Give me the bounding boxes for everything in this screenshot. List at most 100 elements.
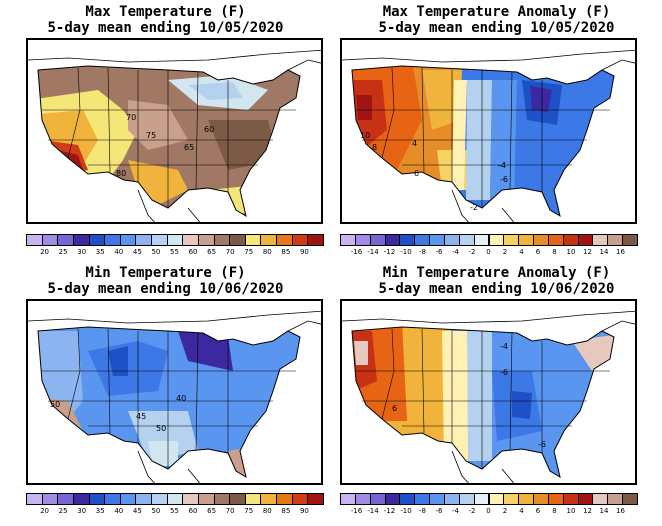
legend-tick-label: 45 <box>132 248 142 256</box>
legend-swatch <box>276 234 293 246</box>
legend-swatch <box>622 493 638 505</box>
legend-swatch <box>197 234 215 246</box>
us-map-svg: 10 8 4 6 -4 -6 -2 <box>342 49 635 222</box>
contour-label: 80 <box>116 169 126 178</box>
legend-swatch <box>503 234 520 246</box>
legend-swatch <box>72 493 90 505</box>
legend-tick-label: 75 <box>244 507 254 515</box>
legend-swatch <box>307 234 324 246</box>
legend-swatch <box>547 234 564 246</box>
legend-tick-label: -4 <box>452 507 459 515</box>
legend-tick-label: 85 <box>281 507 291 515</box>
panel-min-temp: Min Temperature (F) 5-day mean ending 10… <box>0 263 331 526</box>
legend-swatch <box>166 234 184 246</box>
legend-tick-label: -14 <box>367 248 379 256</box>
legend-swatch <box>88 234 106 246</box>
legend-tick-label: -2 <box>468 507 476 515</box>
legend-swatch <box>384 234 401 246</box>
legend-swatch <box>518 234 535 246</box>
us-map-svg: 70 75 60 65 80 <box>28 49 321 222</box>
legend-swatch <box>41 493 59 505</box>
legend-swatch <box>369 234 386 246</box>
legend-swatch <box>443 234 460 246</box>
legend-tick-label: 0 <box>486 507 491 515</box>
legend-swatch <box>182 493 199 505</box>
min-temp-map: 40 45 50 50 <box>26 299 323 485</box>
contour-label: 75 <box>146 131 156 140</box>
contour-label: 6 <box>392 404 397 413</box>
legend-swatch <box>622 234 638 246</box>
legend-tick-label: -6 <box>435 248 443 256</box>
legend-tick-label: 12 <box>583 507 592 515</box>
legend-tick-label: 90 <box>299 507 309 515</box>
legend-swatch <box>104 234 121 246</box>
contour-label: 10 <box>360 131 370 140</box>
legend-tick-label: 20 <box>40 248 50 256</box>
legend-tick-label: 4 <box>519 248 524 256</box>
contour-label: 60 <box>204 125 214 134</box>
legend-swatch <box>135 234 153 246</box>
legend-tick-label: 16 <box>616 507 625 515</box>
legend-tick-label: 55 <box>170 507 179 515</box>
panel-title-line2: 5-day mean ending 10/05/2020 <box>378 20 615 36</box>
legend-tick-label: 65 <box>207 248 217 256</box>
legend-swatch <box>135 493 153 505</box>
legend-swatch <box>26 493 43 505</box>
panel-max-temp-anomaly: Max Temperature Anomaly (F) 5-day mean e… <box>331 0 662 263</box>
legend-tick-label: 4 <box>519 507 524 515</box>
panel-title-line2: 5-day mean ending 10/06/2020 <box>47 281 284 297</box>
legend-tick-label: 0 <box>486 248 491 256</box>
legend-tick-label: -16 <box>350 248 363 256</box>
legend-swatch <box>458 493 475 505</box>
legend-tick-label: 6 <box>535 248 541 256</box>
legend-swatch <box>104 493 121 505</box>
legend-swatch <box>592 234 609 246</box>
contour-label: 4 <box>412 139 417 148</box>
legend-tick-label: 25 <box>58 248 68 256</box>
panel-title-line2: 5-day mean ending 10/06/2020 <box>378 281 615 297</box>
legend-swatch <box>488 493 505 505</box>
legend-swatch <box>72 234 90 246</box>
legend-swatch <box>607 234 624 246</box>
legend-tick-label: 60 <box>188 507 198 515</box>
legend-swatch <box>354 234 371 246</box>
legend-swatch <box>340 234 356 246</box>
panel-max-temp: Max Temperature (F) 5-day mean ending 10… <box>0 0 331 263</box>
legend-swatch <box>562 493 579 505</box>
color-legend: -16 -14 -12 -10 -8 -6 -4 -2 0 2 4 6 8 10 12 14 16 <box>340 493 638 519</box>
contour-label: 50 <box>50 400 60 409</box>
legend-swatch <box>577 493 594 505</box>
contour-label: 45 <box>136 412 146 421</box>
legend-tick-label: 6 <box>535 507 541 515</box>
legend-swatch <box>607 493 624 505</box>
legend-tick-label: 30 <box>77 507 87 515</box>
color-legend: 20 25 30 35 40 45 50 55 60 65 70 75 80 85 90 <box>26 234 324 260</box>
legend-tick-label: 60 <box>188 248 198 256</box>
legend-swatch <box>533 493 549 505</box>
legend-swatch <box>291 234 309 246</box>
legend-tick-label: -12 <box>383 248 396 256</box>
legend-swatch <box>229 234 246 246</box>
legend-swatch <box>518 493 535 505</box>
max-temp-anomaly-map: 10 8 4 6 -4 -6 -2 <box>340 38 637 224</box>
legend-swatch <box>119 493 137 505</box>
legend-swatch <box>473 234 490 246</box>
legend-tick-label: 80 <box>262 507 272 515</box>
legend-swatch <box>592 493 609 505</box>
legend-swatch <box>547 493 564 505</box>
legend-tick-label: 45 <box>132 507 142 515</box>
legend-swatch <box>562 234 579 246</box>
us-map-svg: -4 -6 6 -6 <box>342 310 635 483</box>
legend-tick-label: 10 <box>566 507 576 515</box>
legend-swatch <box>229 493 246 505</box>
contour-label: -6 <box>538 440 546 449</box>
legend-swatch <box>213 234 231 246</box>
legend-swatch <box>458 234 475 246</box>
legend-swatch <box>443 493 460 505</box>
legend-swatch <box>414 493 431 505</box>
color-legend: 20 25 30 35 40 45 50 55 60 65 70 75 80 85 90 <box>26 493 324 519</box>
legend-swatch <box>473 493 490 505</box>
legend-tick-label: 35 <box>95 507 105 515</box>
legend-swatch <box>151 234 168 246</box>
legend-swatch <box>197 493 215 505</box>
